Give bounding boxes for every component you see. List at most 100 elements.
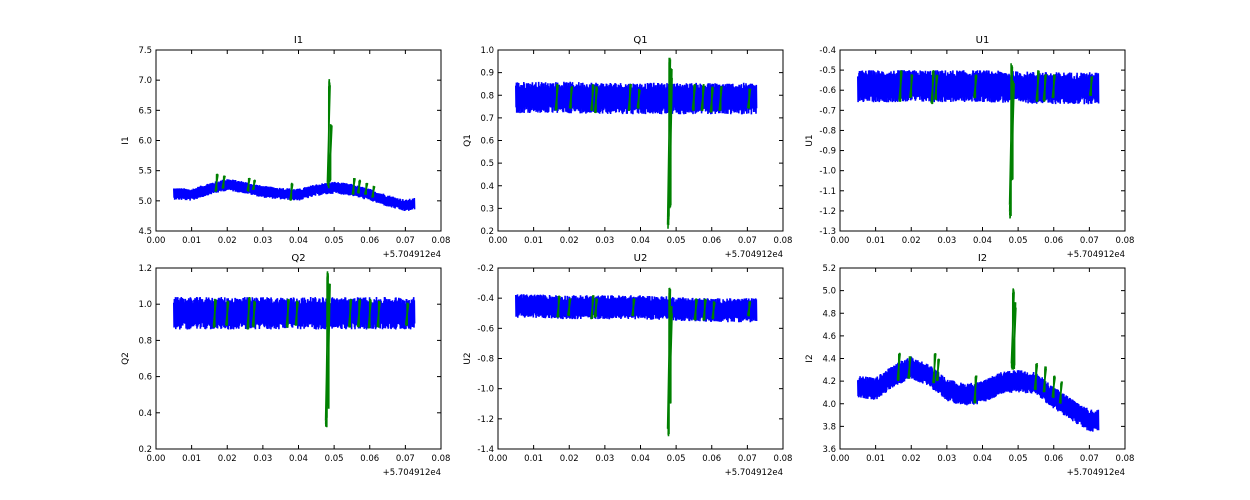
y-tick-label: 0.6: [138, 373, 152, 383]
y-tick-label: -1.0: [819, 167, 836, 177]
y-tick-label: 0.6: [480, 137, 494, 147]
x-tick-label: 0.02: [902, 236, 921, 246]
series-flagged-segment: [932, 353, 937, 384]
x-tick-label: 0.02: [560, 454, 579, 464]
y-tick-label: 6.5: [138, 106, 152, 116]
series-flagged-segment: [246, 177, 251, 192]
y-tick-label: 4.6: [822, 332, 836, 342]
subplot-title: U2: [634, 253, 648, 264]
series-flagged-segment: [627, 84, 632, 112]
series-all-line: [515, 294, 758, 323]
series-flagged-segment: [285, 298, 290, 328]
subplot-q2: 0.00 0.01 0.02 0.03 0.04 0.05 0.06 0.07 0.08 0.2 0…: [121, 253, 450, 478]
y-tick-label: 0.9: [480, 69, 494, 79]
series-flagged-segment: [326, 283, 331, 409]
y-tick-label: 7.0: [138, 76, 152, 86]
series-flagged-segment: [251, 300, 257, 328]
x-tick-label: 0.05: [1009, 454, 1028, 464]
plot-area: [173, 79, 416, 212]
x-tick-label: 0.07: [396, 236, 415, 246]
y-tick-label: 0.4: [138, 409, 152, 419]
y-tick-label: 4.4: [822, 355, 836, 365]
x-tick-label: 0.04: [289, 454, 308, 464]
series-all-line: [515, 81, 758, 115]
x-tick-label: 0.03: [937, 454, 956, 464]
x-tick-label: 0.00: [147, 236, 166, 246]
x-tick-label: 0.01: [866, 236, 885, 246]
series-flagged-segment: [1042, 366, 1047, 393]
x-offset-text: +5.704912e4: [1067, 468, 1125, 478]
series-flagged-segment: [909, 74, 914, 98]
series-flagged-segment: [356, 298, 362, 328]
series-flagged-segment: [593, 298, 599, 318]
x-tick-label: 0.01: [182, 236, 201, 246]
x-tick-label: 0.07: [1080, 236, 1099, 246]
x-tick-label: 0.02: [560, 236, 579, 246]
series-flagged-segment: [556, 295, 561, 318]
series-flagged-segment: [1051, 375, 1056, 399]
series-flagged-segment: [930, 70, 935, 105]
series-flagged-segment: [347, 298, 353, 328]
x-tick-label: 0.03: [253, 454, 272, 464]
x-tick-label: 0.06: [1044, 454, 1063, 464]
series-flagged-segment: [718, 86, 723, 111]
series-flagged-segment: [376, 300, 381, 328]
x-tick-label: 0.06: [360, 236, 379, 246]
y-tick-label: -1.2: [477, 415, 494, 425]
y-tick-label: 5.5: [138, 167, 152, 177]
y-tick-label: -0.6: [477, 324, 494, 334]
x-tick-label: 0.02: [218, 454, 237, 464]
x-tick-label: 0.08: [1116, 454, 1135, 464]
series-flagged-segment: [326, 79, 331, 189]
series-flagged-segment: [709, 86, 714, 113]
y-tick-label: 0.2: [138, 445, 152, 455]
y-tick-label: -0.7: [819, 106, 836, 116]
y-tick-label: -0.4: [477, 294, 494, 304]
x-offset-text: +5.704912e4: [1067, 250, 1125, 260]
plot-area: [857, 63, 1100, 219]
y-tick-label: 1.0: [138, 300, 152, 310]
y-tick-label: 5.2: [822, 264, 836, 274]
y-axis-label: I2: [805, 354, 815, 362]
plot-area: [173, 271, 416, 428]
y-tick-label: 0.8: [138, 336, 152, 346]
y-tick-label: -0.9: [819, 147, 836, 157]
series-flagged-segment: [973, 74, 978, 99]
series-flagged-segment: [1088, 76, 1094, 96]
y-tick-label: 7.5: [138, 46, 152, 56]
y-tick-label: 0.8: [480, 91, 494, 101]
x-tick-label: 0.00: [489, 454, 508, 464]
y-tick-label: -1.3: [819, 227, 836, 237]
series-flagged-segment: [246, 296, 251, 330]
y-tick-label: 0.7: [480, 114, 494, 124]
plot-area: [857, 288, 1100, 432]
series-flagged-segment: [1010, 80, 1015, 181]
series-flagged-segment: [328, 124, 333, 183]
series-flagged-segment: [356, 179, 362, 194]
series-flagged-segment: [593, 86, 599, 114]
x-tick-label: 0.04: [289, 236, 308, 246]
subplot-title: Q1: [633, 35, 647, 46]
series-flagged-segment: [367, 298, 372, 329]
subplot-title: U1: [976, 35, 990, 46]
series-all-line: [173, 296, 416, 330]
series-flagged-segment: [666, 287, 672, 437]
series-flagged-segment: [1051, 74, 1056, 99]
x-tick-label: 0.08: [774, 454, 793, 464]
y-tick-label: -0.8: [477, 355, 494, 365]
series-flagged-segment: [631, 298, 636, 317]
x-tick-label: 0.01: [182, 454, 201, 464]
series-flagged-segment: [221, 175, 226, 189]
x-tick-label: 0.02: [902, 454, 921, 464]
y-tick-label: 5.0: [822, 287, 836, 297]
series-flagged-segment: [371, 185, 376, 198]
y-tick-label: -0.8: [819, 126, 836, 136]
x-tick-label: 0.03: [937, 236, 956, 246]
y-tick-label: -1.1: [819, 187, 836, 197]
series-flagged-segment: [590, 84, 595, 112]
series-flagged-segment: [935, 358, 941, 382]
x-tick-label: 0.07: [738, 236, 757, 246]
y-tick-label: -1.4: [477, 445, 494, 455]
series-flagged-segment: [898, 70, 903, 102]
